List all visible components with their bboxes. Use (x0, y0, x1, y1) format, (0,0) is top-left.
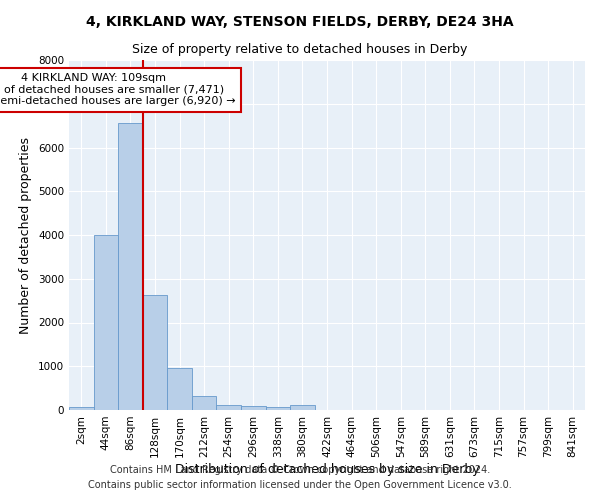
Bar (192, 396, 217, 410)
Bar (290, 406, 315, 410)
Bar (118, 124, 143, 410)
Bar (167, 368, 192, 410)
Bar (266, 406, 290, 410)
Bar (94, 235, 118, 410)
Text: Contains HM Land Registry data © Crown copyright and database right 2024.
Contai: Contains HM Land Registry data © Crown c… (88, 465, 512, 490)
Bar (143, 296, 167, 410)
Y-axis label: Number of detached properties: Number of detached properties (19, 136, 32, 334)
X-axis label: Distribution of detached houses by size in Derby: Distribution of detached houses by size … (175, 462, 479, 475)
Text: 4, KIRKLAND WAY, STENSON FIELDS, DERBY, DE24 3HA: 4, KIRKLAND WAY, STENSON FIELDS, DERBY, … (86, 15, 514, 29)
Bar (69, 406, 94, 410)
Bar (241, 406, 266, 410)
Text: 4 KIRKLAND WAY: 109sqm
← 51% of detached houses are smaller (7,471)
48% of semi-: 4 KIRKLAND WAY: 109sqm ← 51% of detached… (0, 73, 235, 106)
Text: Size of property relative to detached houses in Derby: Size of property relative to detached ho… (133, 42, 467, 56)
Bar (217, 405, 241, 410)
